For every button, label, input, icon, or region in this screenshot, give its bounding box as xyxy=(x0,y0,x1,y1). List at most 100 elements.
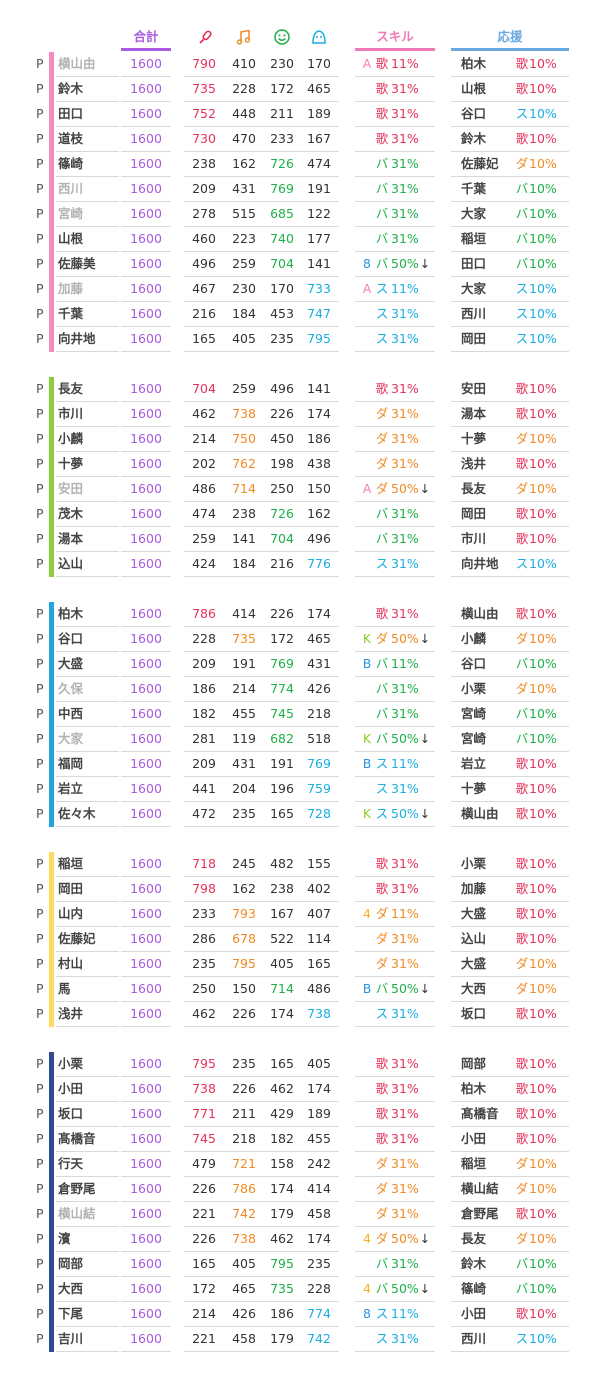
support-name[interactable]: 鈴木 xyxy=(461,1256,487,1271)
member-name[interactable]: 横山結 xyxy=(58,1206,96,1221)
table-row[interactable]: P 中西 1600 182 455 745 218 バ 31% 宮崎バ 10% xyxy=(0,702,601,727)
table-row[interactable]: P 岡田 1600 798 162 238 402 歌 31% 加藤歌 10% xyxy=(0,877,601,902)
table-row[interactable]: P 馬 1600 250 150 714 486 B バ 50% ↓ 大西 ダ 10% xyxy=(0,977,601,1002)
table-row[interactable]: P 村山 1600 235 795 405 165 ダ 31% 大盛ダ 10% xyxy=(0,952,601,977)
member-name[interactable]: 大家 xyxy=(58,731,84,746)
member-name[interactable]: 田口 xyxy=(58,106,84,121)
member-name[interactable]: 下尾 xyxy=(58,1306,84,1321)
member-name[interactable]: 西川 xyxy=(58,181,84,196)
table-row[interactable]: P 道枝 1600 730 470 233 167 歌 31% 鈴木歌 10% xyxy=(0,127,601,152)
support-name[interactable]: 浅井 xyxy=(461,456,487,471)
member-name[interactable]: 倉野尾 xyxy=(58,1181,96,1196)
support-name[interactable]: 小田 xyxy=(461,1131,487,1146)
member-name[interactable]: 大西 xyxy=(58,1281,84,1296)
member-name[interactable]: 山根 xyxy=(58,231,84,246)
table-row[interactable]: P 山根 1600 460 223 740 177 バ 31% 稲垣バ 10% xyxy=(0,227,601,252)
support-name[interactable]: 柏木 xyxy=(461,1081,487,1096)
member-name[interactable]: 小栗 xyxy=(58,1056,84,1071)
member-name[interactable]: 佐々木 xyxy=(58,806,96,821)
member-name[interactable]: 向井地 xyxy=(58,331,96,346)
member-name[interactable]: 大盛 xyxy=(58,656,84,671)
table-row[interactable]: P 佐々木 1600 472 235 165 728 K ス 50% ↓ 横山由 歌 10% xyxy=(0,802,601,827)
table-row[interactable]: P 佐藤美 1600 496 259 704 141 8 バ 50% ↓ 田口バ 10% xyxy=(0,252,601,277)
member-name[interactable]: 岡部 xyxy=(58,1256,84,1271)
support-name[interactable]: 田口 xyxy=(461,256,487,271)
table-row[interactable]: P 向井地 1600 165 405 235 795 ス 31% 岡田ス 10% xyxy=(0,327,601,352)
table-row[interactable]: P 加藤 1600 467 230 170 733 A ス 11% 大家ス 10% xyxy=(0,277,601,302)
support-name[interactable]: 込山 xyxy=(461,931,487,946)
support-name[interactable]: 山根 xyxy=(461,81,487,96)
support-name[interactable]: 向井地 xyxy=(461,556,499,571)
support-name[interactable]: 宮崎 xyxy=(461,706,487,721)
table-row[interactable]: P 久保 1600 186 214 774 426 バ 31% 小栗 ダ 10% xyxy=(0,677,601,702)
member-name[interactable]: 佐藤妃 xyxy=(58,931,96,946)
support-name[interactable]: 宮崎 xyxy=(461,731,487,746)
member-name[interactable]: 坂口 xyxy=(58,1106,84,1121)
table-row[interactable]: P 篠崎 1600 238 162 726 474 バ 31% 佐藤妃 ダ 10% xyxy=(0,152,601,177)
member-name[interactable]: 山内 xyxy=(58,906,84,921)
support-name[interactable]: 千葉 xyxy=(461,181,487,196)
support-name[interactable]: 十夢 xyxy=(461,431,487,446)
member-name[interactable]: 行天 xyxy=(58,1156,84,1171)
member-name[interactable]: 加藤 xyxy=(58,281,84,296)
member-name[interactable]: 横山由 xyxy=(58,56,96,71)
support-name[interactable]: 小田 xyxy=(461,1306,487,1321)
support-name[interactable]: 小麟 xyxy=(461,631,487,646)
member-name[interactable]: 茂木 xyxy=(58,506,84,521)
table-row[interactable]: P 宮崎 1600 278 515 685 122 バ 31% 大家バ 10% xyxy=(0,202,601,227)
table-row[interactable]: P 下尾 1600 214 426 186 774 8 ス 11% 小田 歌 10% xyxy=(0,1302,601,1327)
table-row[interactable]: P 市川 1600 462 738 226 174 ダ 31% 湯本 歌 10% xyxy=(0,402,601,427)
support-name[interactable]: 大西 xyxy=(461,981,487,996)
member-name[interactable]: 湯本 xyxy=(58,531,84,546)
table-row[interactable]: P 柏木 1600 786 414 226 174 歌 31% 横山由歌 10% xyxy=(0,602,601,627)
member-name[interactable]: 中西 xyxy=(58,706,84,721)
table-row[interactable]: P 湯本 1600 259 141 704 496 バ 31% 市川 歌 10% xyxy=(0,527,601,552)
table-row[interactable]: P 谷口 1600 228 735 172 465 K ダ 50% ↓ 小麟ダ 10% xyxy=(0,627,601,652)
support-name[interactable]: 篠崎 xyxy=(461,1281,487,1296)
table-row[interactable]: P 西川 1600 209 431 769 191 バ 31% 千葉バ 10% xyxy=(0,177,601,202)
support-name[interactable]: 稲垣 xyxy=(461,1156,487,1171)
table-row[interactable]: P 安田 1600 486 714 250 150 A ダ 50% ↓ 長友ダ 10% xyxy=(0,477,601,502)
member-name[interactable]: 千葉 xyxy=(58,306,84,321)
table-row[interactable]: P 岩立 1600 441 204 196 759 ス 31% 十夢 歌 10% xyxy=(0,777,601,802)
support-name[interactable]: 十夢 xyxy=(461,781,487,796)
support-name[interactable]: 倉野尾 xyxy=(461,1206,499,1221)
support-name[interactable]: 大盛 xyxy=(461,956,487,971)
table-row[interactable]: P 佐藤妃 1600 286 678 522 114 ダ 31% 込山 歌 10% xyxy=(0,927,601,952)
support-name[interactable]: 横山結 xyxy=(461,1181,499,1196)
support-name[interactable]: 岡田 xyxy=(461,506,487,521)
support-name[interactable]: 加藤 xyxy=(461,881,487,896)
member-name[interactable]: 岡田 xyxy=(58,881,84,896)
member-name[interactable]: 稲垣 xyxy=(58,856,84,871)
table-row[interactable]: P 横山結 1600 221 742 179 458 ダ 31% 倉野尾 歌 10% xyxy=(0,1202,601,1227)
support-name[interactable]: 坂口 xyxy=(461,1006,487,1021)
member-name[interactable]: 小田 xyxy=(58,1081,84,1096)
table-row[interactable]: P 鈴木 1600 735 228 172 465 歌 31% 山根歌 10% xyxy=(0,77,601,102)
table-row[interactable]: P 行天 1600 479 721 158 242 ダ 31% 稲垣ダ 10% xyxy=(0,1152,601,1177)
member-name[interactable]: 馬 xyxy=(58,981,71,996)
table-row[interactable]: P 田口 1600 752 448 211 189 歌 31% 谷口 ス 10% xyxy=(0,102,601,127)
support-name[interactable]: 安田 xyxy=(461,381,487,396)
member-name[interactable]: 佐藤美 xyxy=(58,256,96,271)
member-name[interactable]: 谷口 xyxy=(58,631,84,646)
support-name[interactable]: 横山由 xyxy=(461,606,499,621)
member-name[interactable]: 篠崎 xyxy=(58,156,84,171)
member-name[interactable]: 濱 xyxy=(58,1231,71,1246)
support-name[interactable]: 柏木 xyxy=(461,56,487,71)
member-name[interactable]: 福岡 xyxy=(58,756,84,771)
member-name[interactable]: 長友 xyxy=(58,381,84,396)
support-name[interactable]: 湯本 xyxy=(461,406,487,421)
support-name[interactable]: 谷口 xyxy=(461,106,487,121)
member-name[interactable]: 髙橋音 xyxy=(58,1131,96,1146)
support-name[interactable]: 長友 xyxy=(461,1231,487,1246)
support-name[interactable]: 市川 xyxy=(461,531,487,546)
support-name[interactable]: 西川 xyxy=(461,306,487,321)
support-name[interactable]: 岡部 xyxy=(461,1056,487,1071)
table-row[interactable]: P 小田 1600 738 226 462 174 歌 31% 柏木歌 10% xyxy=(0,1077,601,1102)
table-row[interactable]: P 濱 1600 226 738 462 174 4 ダ 50% ↓ 長友ダ 10% xyxy=(0,1227,601,1252)
table-row[interactable]: P 小麟 1600 214 750 450 186 ダ 31% 十夢ダ 10% xyxy=(0,427,601,452)
member-name[interactable]: 吉川 xyxy=(58,1331,84,1346)
member-name[interactable]: 久保 xyxy=(58,681,84,696)
member-name[interactable]: 十夢 xyxy=(58,456,84,471)
table-row[interactable]: P 吉川 1600 221 458 179 742 ス 31% 西川ス 10% xyxy=(0,1327,601,1352)
